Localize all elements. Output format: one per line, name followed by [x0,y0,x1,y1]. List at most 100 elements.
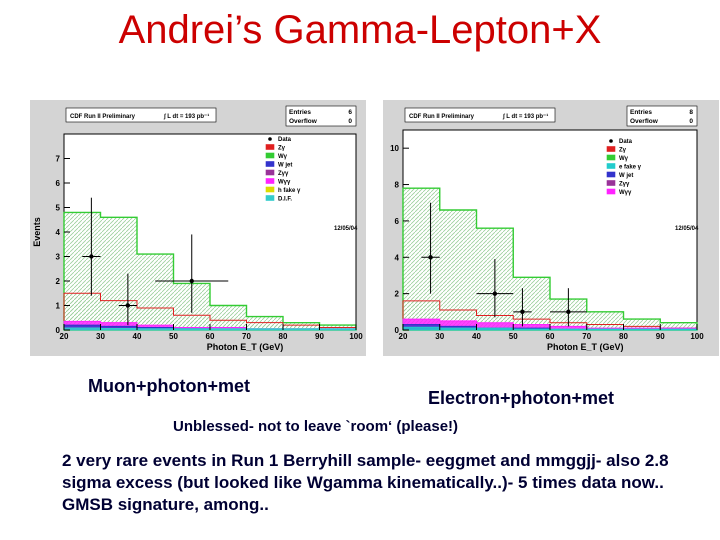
legend-swatch [606,180,616,186]
legend-swatch [265,152,275,159]
stats-label: Overflow [289,118,318,125]
stats-value: 0 [348,118,352,125]
x-axis-label: Photon E_T (GeV) [207,342,284,352]
y-tick-label: 6 [56,179,61,188]
x-tick-label: 80 [279,332,288,341]
x-tick-label: 40 [133,332,142,341]
right-plot-panel: 20 30 40 50 60 70 80 90 100 0 2 4 6 8 10 Photon E_T (Ge… [383,100,719,356]
y-tick-label: 0 [56,326,61,335]
legend-label: Zγγ [278,171,289,177]
left-caption: Muon+photon+met [88,376,250,396]
legend-swatch [265,186,275,193]
y-tick-label: 0 [395,326,400,335]
stats-label: Entries [289,109,311,116]
legend-label: Wγγ [619,190,632,196]
date-stamp: 12/05/04 [675,226,699,232]
legend-label: Wγ [619,156,629,162]
legend-swatch [606,188,616,195]
y-tick-label: 10 [390,144,399,153]
right-caption: Electron+photon+met [428,388,615,408]
data-point [476,259,514,318]
legend-swatch [606,163,616,169]
stats-label: Overflow [630,118,659,125]
x-tick-label: 90 [315,332,324,341]
x-tick-label: 60 [546,332,555,341]
y-tick-label: 4 [56,228,61,237]
header-box [404,107,556,123]
x-tick-label: 90 [656,332,665,341]
legend-label: h fake γ [278,188,301,194]
data-point-marker [492,291,498,296]
x-tick-label: 20 [399,332,408,341]
legend-swatch [265,178,275,184]
legend-label: Wγγ [278,180,291,186]
x-axis-label: Photon E_T (GeV) [547,342,624,352]
x-tick-label: 100 [690,332,704,341]
legend-label: e fake γ [619,165,642,171]
stats-value: 8 [689,109,693,116]
legend-label: Data [278,137,292,143]
y-tick-label: 8 [395,181,400,190]
data-point [155,234,229,313]
y-tick-label: 7 [56,155,61,164]
summary-paragraph: 2 very rare events in Run 1 Berryhill sa… [62,451,669,514]
data-point-marker [89,254,94,259]
y-tick-label: 2 [395,290,400,299]
legend-label: W jet [278,163,292,169]
left-plot-panel: 20 30 40 50 60 70 80 90 100 0 1 2 3 4 5 6 7 Photon E_T (G… [30,100,366,356]
legend-label: W jet [619,173,633,179]
legend-label: Zγγ [619,182,630,188]
legend-swatch [265,144,275,150]
lumi-text: ∫ L dt = 193 pb⁻¹ [502,113,548,120]
legend-marker [609,139,613,143]
legend-swatch [606,171,616,178]
data-point [118,273,137,326]
stack-w-area [402,187,698,331]
lumi-text: ∫ L dt = 193 pb⁻¹ [163,113,209,120]
x-tick-label: 40 [472,332,481,341]
y-tick-label: 4 [395,253,400,262]
stats-box [285,105,357,127]
data-point [550,288,587,327]
legend-swatch [265,161,275,167]
x-tick-label: 50 [169,332,178,341]
stats-value: 6 [348,109,352,116]
stats-value: 0 [689,118,693,125]
y-tick-label: 3 [56,253,61,262]
date-stamp: 12/05/04 [334,226,358,232]
y-tick-label: 6 [395,217,400,226]
legend-label: D.I.F. [278,197,292,203]
data-point-marker [125,303,131,308]
data-point [421,202,440,294]
legend-label: Zγ [278,146,286,152]
x-tick-label: 30 [435,332,444,341]
x-tick-label: 100 [349,332,363,341]
x-tick-label: 50 [509,332,518,341]
x-tick-label: 30 [96,332,105,341]
x-tick-label: 70 [242,332,251,341]
y-tick-label: 1 [56,302,61,311]
legend-label: Data [619,139,633,145]
stats-box [626,105,698,127]
y-axis-label: Events [32,217,42,247]
data-point [513,288,532,327]
legend-swatch [606,154,616,161]
data-point-marker [566,309,571,315]
y-tick-label: 5 [56,204,61,213]
header-box [65,107,217,123]
x-tick-label: 60 [206,332,215,341]
x-tick-label: 70 [582,332,591,341]
slide-title: Andrei’s Gamma-Lepton+X [118,8,602,52]
legend-swatch [606,146,616,152]
legend-swatch [265,195,275,201]
data-point-marker [189,278,194,284]
data-point [82,197,101,296]
x-tick-label: 80 [619,332,628,341]
data-point-marker [428,255,433,260]
y-tick-label: 2 [56,277,61,286]
legend-label: Wγ [278,154,288,160]
x-tick-label: 20 [60,332,69,341]
legend-label: Zγ [619,148,627,154]
